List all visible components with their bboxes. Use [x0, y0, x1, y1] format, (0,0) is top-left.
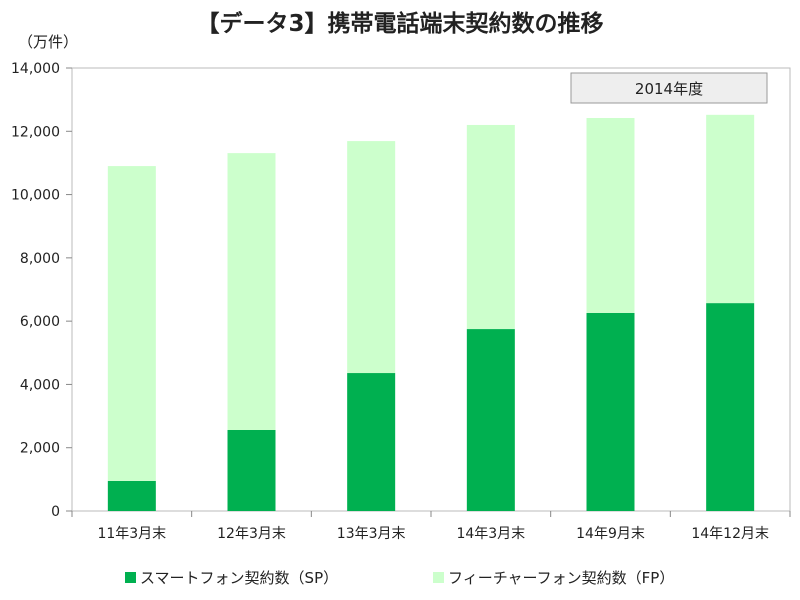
x-tick-label: 13年3月末	[337, 526, 406, 542]
bar-sp	[586, 312, 635, 511]
annotation-box	[570, 72, 768, 104]
chart-title: 【データ3】携帯電話端末契約数の推移	[196, 11, 604, 37]
y-tick-label: 8,000	[20, 251, 60, 267]
bar-fp	[466, 124, 515, 330]
y-tick-label: 0	[51, 504, 60, 520]
x-tick-label: 14年3月末	[456, 526, 525, 542]
bar-fp	[227, 153, 276, 430]
bar-sp	[706, 303, 755, 511]
bar-fp	[586, 117, 635, 313]
legend-item-fp: フィーチャーフォン契約数（FP）	[433, 567, 674, 588]
x-tick-label: 14年9月末	[576, 526, 645, 542]
bar-sp	[107, 480, 156, 511]
y-tick-label: 4,000	[20, 377, 60, 393]
y-tick-label: 14,000	[11, 61, 60, 77]
y-tick-label: 10,000	[11, 188, 60, 204]
bar-sp	[227, 429, 276, 511]
bar-fp	[107, 166, 156, 481]
legend-item-sp: スマートフォン契約数（SP）	[125, 567, 338, 588]
bar-sp	[347, 373, 396, 511]
y-tick-label: 6,000	[20, 314, 60, 330]
bar-fp	[706, 114, 755, 304]
bar-fp	[347, 141, 396, 374]
x-tick-label: 14年12月末	[691, 526, 769, 542]
annotation-label: 2014年度	[635, 80, 703, 98]
bar-sp	[466, 329, 515, 511]
x-tick-label: 12年3月末	[217, 526, 286, 542]
y-axis-unit: （万件）	[18, 33, 79, 51]
legend-label-sp: スマートフォン契約数（SP）	[140, 569, 339, 587]
y-tick-label: 2,000	[20, 441, 60, 457]
y-tick-label: 12,000	[11, 124, 60, 140]
legend-label-fp: フィーチャーフォン契約数（FP）	[448, 569, 675, 587]
x-tick-label: 11年3月末	[97, 526, 166, 542]
plot-area	[71, 67, 791, 512]
legend-swatch-fp	[433, 572, 444, 583]
legend-swatch-sp	[125, 572, 136, 583]
